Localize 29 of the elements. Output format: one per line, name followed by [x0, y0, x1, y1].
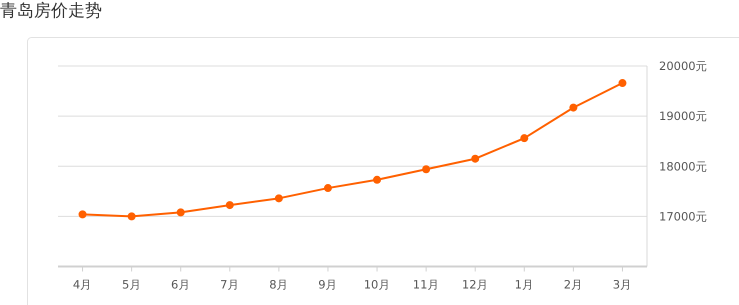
x-tick-label: 5月 [122, 278, 142, 292]
y-tick-label: 17000元 [659, 209, 708, 224]
point [176, 208, 185, 216]
x-tick-label: 4月 [72, 278, 92, 292]
x-tick-label: 7月 [220, 278, 240, 292]
x-tick-label: 6月 [171, 278, 190, 292]
point [471, 154, 480, 163]
x-tick-label: 2月 [564, 278, 584, 292]
x-tick-label: 9月 [318, 278, 338, 292]
chart-title: 青岛房价走势 [0, 1, 102, 21]
x-tick-label: 10月 [364, 278, 390, 292]
x-tick-label: 12月 [462, 278, 489, 292]
point [274, 194, 283, 202]
y-tick-label: 20000元 [659, 59, 708, 73]
x-tick-label: 1月 [514, 278, 534, 292]
x-tick-label: 11月 [412, 278, 440, 292]
point [324, 184, 332, 192]
point [618, 79, 626, 88]
point [78, 210, 87, 218]
point [569, 104, 578, 112]
point [128, 212, 136, 220]
y-tick-label: 18000元 [659, 159, 708, 174]
point [520, 134, 528, 142]
y-tick-label: 19000元 [659, 109, 708, 124]
point [226, 201, 234, 210]
x-tick-label: 3月 [612, 278, 632, 292]
point [373, 176, 382, 184]
point [422, 165, 430, 174]
x-tick-label: 8月 [269, 278, 289, 292]
